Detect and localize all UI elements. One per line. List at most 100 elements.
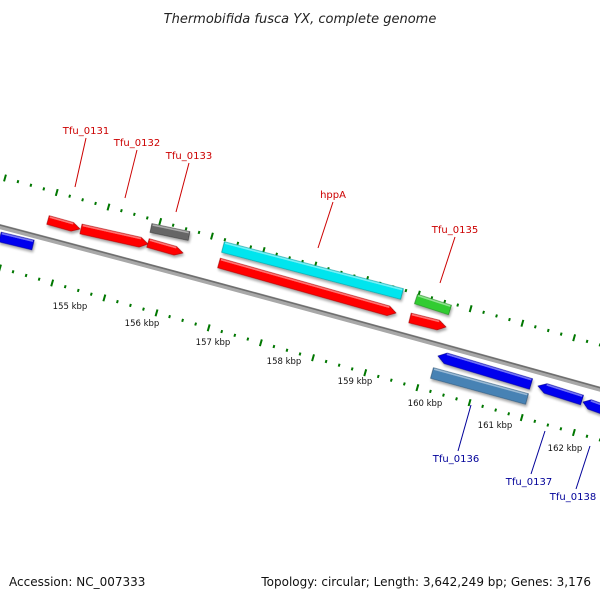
gene-label-tfu-0133[interactable]: Tfu_0133 xyxy=(165,151,212,162)
callout-line xyxy=(74,137,87,188)
tick-mark xyxy=(3,174,7,182)
callout-line xyxy=(457,404,472,452)
gene-label-tfu-0136[interactable]: Tfu_0136 xyxy=(432,454,479,465)
tick-mark xyxy=(533,419,537,424)
gene-arrow-tfu-0133[interactable] xyxy=(149,223,191,241)
callout-line xyxy=(317,201,334,249)
tick-mark xyxy=(298,352,302,356)
scale-label: 156 kbp xyxy=(125,319,160,329)
scale-label: 159 kbp xyxy=(338,377,373,387)
tick-mark xyxy=(54,188,59,197)
tick-mark xyxy=(16,179,20,184)
gene-label-tfu-0135[interactable]: Tfu_0135 xyxy=(431,225,478,236)
scale-label: 155 kbp xyxy=(53,302,88,312)
tick-mark xyxy=(455,397,458,401)
tick-mark xyxy=(116,299,119,304)
gene-label-hppa[interactable]: hppA xyxy=(320,190,346,201)
tick-mark xyxy=(482,310,485,315)
tick-mark xyxy=(494,408,498,412)
tick-mark xyxy=(585,339,589,344)
gene-arrow-reverse-blue[interactable] xyxy=(581,397,600,416)
tick-mark xyxy=(495,314,498,318)
tick-mark xyxy=(285,348,289,352)
tick-mark xyxy=(50,279,55,287)
tick-mark xyxy=(389,378,393,382)
callout-line xyxy=(530,430,546,475)
tick-mark xyxy=(519,413,524,422)
tick-mark xyxy=(37,277,41,281)
scale-label: 160 kbp xyxy=(408,399,443,409)
tick-mark xyxy=(404,288,408,293)
tick-mark xyxy=(89,292,93,296)
callout-line xyxy=(124,149,138,199)
tick-mark xyxy=(181,318,184,323)
tick-mark xyxy=(210,232,214,240)
tick-mark xyxy=(194,322,198,326)
gene-arrow-tfu-0132[interactable] xyxy=(79,223,149,249)
gene-arrow-tfu-0135[interactable] xyxy=(414,293,452,316)
tick-mark xyxy=(376,374,380,379)
tick-mark xyxy=(129,303,132,308)
tick-mark xyxy=(76,288,80,293)
tick-mark xyxy=(507,412,511,416)
accession-text: Accession: NC_007333 xyxy=(9,575,145,589)
tick-mark xyxy=(142,307,145,311)
tick-mark xyxy=(24,273,28,278)
tick-mark xyxy=(481,404,484,409)
scale-label: 157 kbp xyxy=(196,338,231,348)
tick-mark xyxy=(337,363,341,367)
tick-mark xyxy=(258,339,263,347)
gene-arrow-forward-red[interactable] xyxy=(408,312,447,332)
gene-label-tfu-0131[interactable]: Tfu_0131 xyxy=(62,126,109,137)
tick-mark xyxy=(120,208,123,213)
gene-arrow-forward-red[interactable] xyxy=(217,257,398,318)
tick-mark xyxy=(456,303,460,307)
tick-mark xyxy=(546,328,550,333)
tick-mark xyxy=(42,187,46,191)
gene-arrow-tfu-0137[interactable] xyxy=(436,351,533,390)
tick-mark xyxy=(154,309,159,317)
tick-mark xyxy=(233,333,237,338)
tick-mark xyxy=(311,354,315,362)
tick-mark xyxy=(559,427,563,431)
tick-mark xyxy=(29,183,33,187)
tick-mark xyxy=(223,238,227,242)
callout-line xyxy=(575,445,591,490)
gene-callouts xyxy=(74,137,591,490)
callout-line xyxy=(439,236,456,284)
tick-mark xyxy=(0,264,2,272)
gene-label-tfu-0138[interactable]: Tfu_0138 xyxy=(549,492,596,503)
tick-mark xyxy=(63,284,67,289)
tick-mark xyxy=(533,325,537,329)
tick-mark xyxy=(468,305,473,313)
tick-mark xyxy=(350,367,354,371)
tick-mark xyxy=(443,299,447,304)
tick-mark xyxy=(236,241,240,246)
tick-mark xyxy=(572,334,577,342)
tick-mark xyxy=(415,384,420,392)
tick-mark xyxy=(559,332,563,336)
genome-backbone xyxy=(0,224,600,392)
gene-label-tfu-0132[interactable]: Tfu_0132 xyxy=(113,138,160,149)
scale-label: 158 kbp xyxy=(267,357,302,367)
genome-summary-text: Topology: circular; Length: 3,642,249 bp… xyxy=(260,575,591,589)
gene-arrow-reverse-blue[interactable] xyxy=(0,231,35,251)
tick-mark xyxy=(184,227,188,231)
gene-arrow-tfu-0138[interactable] xyxy=(536,381,584,406)
tick-mark xyxy=(102,294,107,302)
callout-line xyxy=(175,162,190,213)
gene-label-tfu-0137[interactable]: Tfu_0137 xyxy=(505,477,552,488)
gene-arrow-tfu-0136[interactable] xyxy=(430,367,529,405)
gene-arrow-forward-red[interactable] xyxy=(146,238,184,258)
tick-mark xyxy=(249,245,253,249)
tick-mark xyxy=(171,223,175,227)
tick-mark xyxy=(68,194,72,198)
scale-label: 162 kbp xyxy=(548,444,583,454)
tick-mark xyxy=(220,329,224,334)
tick-mark xyxy=(246,337,250,341)
gene-arrow-hppa[interactable] xyxy=(221,241,404,300)
tick-mark xyxy=(81,198,84,202)
gene-arrow-tfu-0131[interactable] xyxy=(46,215,81,234)
